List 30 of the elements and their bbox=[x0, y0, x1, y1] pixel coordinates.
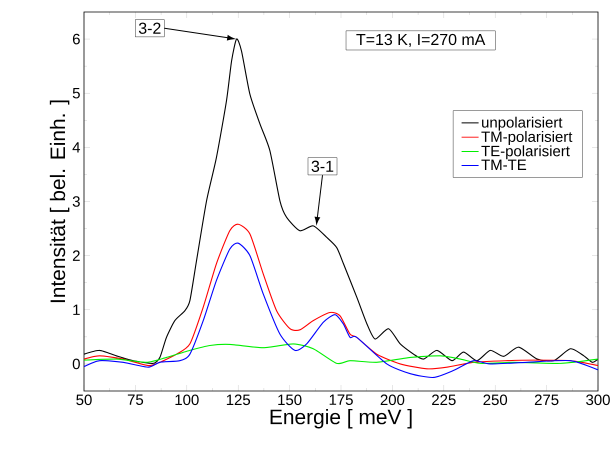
line-series bbox=[84, 242, 598, 378]
y-tick-label: 1 bbox=[73, 304, 80, 315]
x-tick-label: 200 bbox=[380, 394, 404, 406]
y-tick-label: 2 bbox=[72, 250, 80, 261]
annotation: T=13 K, I=270 mA bbox=[356, 34, 486, 47]
line-series bbox=[84, 224, 598, 370]
x-tick-label: 225 bbox=[432, 394, 456, 406]
x-tick-label: 300 bbox=[586, 394, 610, 406]
x-tick-label: 275 bbox=[534, 394, 558, 406]
x-tick-label: 175 bbox=[330, 394, 353, 405]
y-tick-label: 5 bbox=[72, 88, 80, 98]
x-tick-label: 50 bbox=[76, 394, 92, 406]
legend-label: unpolarisiert bbox=[482, 116, 562, 131]
annotation: 3-1 bbox=[312, 160, 334, 172]
x-tick-label: 100 bbox=[175, 394, 199, 406]
legend-label: TM-polarisiert bbox=[481, 131, 572, 145]
legend-label: TM-TE bbox=[481, 160, 526, 170]
legend-label: TE-polarisiert bbox=[481, 145, 570, 160]
x-tick-label: 150 bbox=[278, 394, 302, 406]
y-axis-title: Intensität [ bel. Einh. ] bbox=[50, 100, 70, 302]
x-tick-label: 125 bbox=[226, 394, 250, 406]
line-series bbox=[84, 343, 598, 364]
annotation: 3-2 bbox=[138, 22, 161, 34]
x-tick-label: 75 bbox=[128, 394, 144, 405]
y-tick-label: 4 bbox=[72, 142, 80, 152]
y-tick-label: 3 bbox=[72, 196, 80, 207]
x-axis-title: Energie [ meV ] bbox=[270, 408, 412, 428]
y-tick-label: 6 bbox=[72, 34, 80, 44]
x-tick-label: 250 bbox=[483, 394, 508, 406]
y-tick-label: 0 bbox=[72, 358, 80, 370]
